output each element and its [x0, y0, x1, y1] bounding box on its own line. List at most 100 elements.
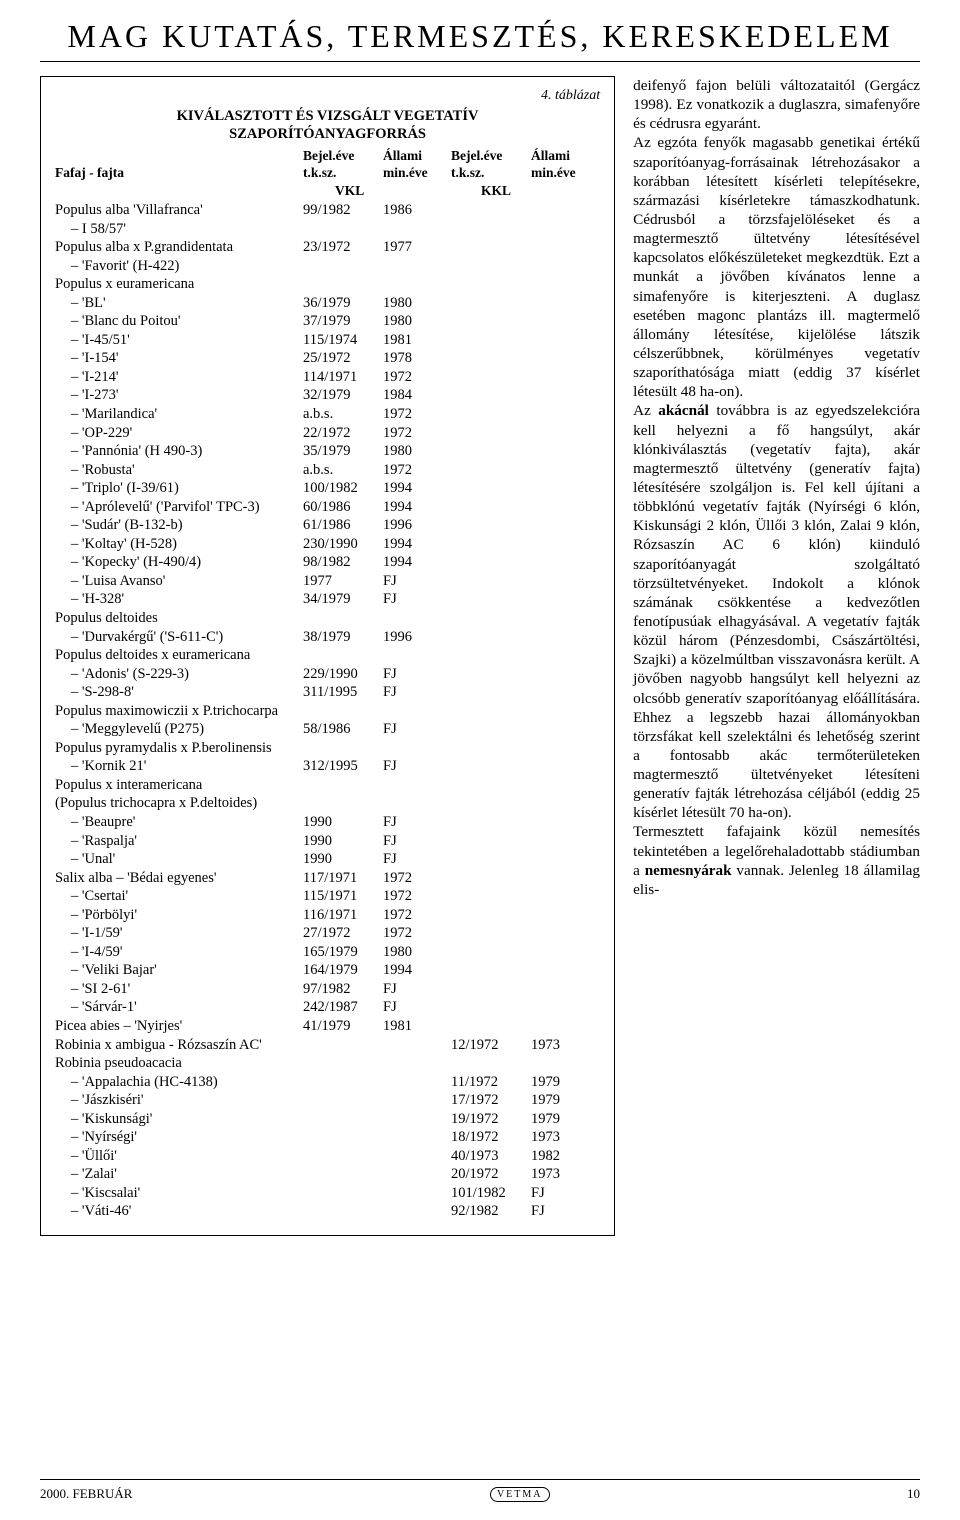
row-col-b: 1972 [383, 368, 451, 387]
page-title: MAG KUTATÁS, TERMESZTÉS, KERESKEDELEM [0, 0, 960, 61]
page-footer: 2000. FEBRUÁR VETMA 10 [40, 1479, 920, 1502]
row-col-a: 165/1979 [303, 943, 383, 962]
table-row: 'I-154'25/19721978 [55, 349, 600, 368]
row-col-a: 117/1971 [303, 869, 383, 888]
row-name: 'I-273' [55, 386, 303, 405]
row-col-b: 1972 [383, 461, 451, 480]
table-row: 'Nyírségi'18/19721973 [55, 1128, 600, 1147]
row-col-a: 230/1990 [303, 535, 383, 554]
row-name: 'Váti-46' [55, 1202, 303, 1221]
table-row: 'OP-229'22/19721972 [55, 424, 600, 443]
row-col-a: 38/1979 [303, 628, 383, 647]
table-row: 'Adonis' (S-229-3)229/1990FJ [55, 665, 600, 684]
row-name: 'I-214' [55, 368, 303, 387]
row-name: 'Nyírségi' [55, 1128, 303, 1147]
table-row: 'H-328'34/1979FJ [55, 590, 600, 609]
row-col-a: 1990 [303, 813, 383, 832]
row-col-a: 41/1979 [303, 1017, 383, 1036]
row-col-b: FJ [383, 998, 451, 1017]
row-name: 'I-1/59' [55, 924, 303, 943]
row-col-b: 1980 [383, 943, 451, 962]
table-row: 'S-298-8'311/1995FJ [55, 683, 600, 702]
row-col-a: 23/1972 [303, 238, 383, 257]
row-name: 'OP-229' [55, 424, 303, 443]
table-row: 'Triplo' (I-39/61)100/19821994 [55, 479, 600, 498]
row-col-a: 27/1972 [303, 924, 383, 943]
table-row: 'Kiskunsági'19/19721979 [55, 1110, 600, 1129]
row-name: Populus deltoides [55, 609, 303, 628]
hdr-mineve-2: min.éve [531, 164, 591, 181]
row-col-a: 100/1982 [303, 479, 383, 498]
row-col-a: 1990 [303, 832, 383, 851]
row-col-c: 19/1972 [451, 1110, 531, 1129]
hdr-bejel-2: Bejel.éve [451, 147, 531, 164]
row-col-a: 25/1972 [303, 349, 383, 368]
row-col-c: 12/1972 [451, 1036, 531, 1055]
row-col-a: 242/1987 [303, 998, 383, 1017]
row-name: 'I-45/51' [55, 331, 303, 350]
row-name: 'Durvakérgű' ('S-611-C') [55, 628, 303, 647]
row-col-a: 98/1982 [303, 553, 383, 572]
table-row: 'Jászkiséri' 17/19721979 [55, 1091, 600, 1110]
article-p3: Az akácnál továbbra is az egyedszelekció… [633, 401, 920, 822]
row-name: 'Jászkiséri' [55, 1091, 303, 1110]
row-name: Populus maximowiczii x P.trichocarpa [55, 702, 303, 721]
table-row: 'Favorit' (H-422) [55, 257, 600, 276]
row-col-c: 17/1972 [451, 1091, 531, 1110]
table-row: Populus alba x P.grandidentata23/1972197… [55, 238, 600, 257]
table-row: 'Luisa Avanso'1977FJ [55, 572, 600, 591]
row-col-a: 229/1990 [303, 665, 383, 684]
row-col-b: 1981 [383, 331, 451, 350]
row-col-b: FJ [383, 590, 451, 609]
article-p1: deifenyő fajon belüli változataitól (Ger… [633, 76, 920, 133]
row-col-b: 1996 [383, 516, 451, 535]
row-col-b: 1994 [383, 961, 451, 980]
row-col-a: 311/1995 [303, 683, 383, 702]
row-name: 'Robusta' [55, 461, 303, 480]
row-col-b: 1984 [383, 386, 451, 405]
row-col-b: 1980 [383, 442, 451, 461]
row-col-d: 1973 [531, 1165, 591, 1184]
row-col-b: 1981 [383, 1017, 451, 1036]
row-name: 'Sárvár-1' [55, 998, 303, 1017]
p3-post: továbbra is az egyedszelekcióra kell hel… [633, 402, 920, 821]
row-name: (Populus trichocapra x P.deltoides) [55, 794, 303, 813]
row-col-b: 1978 [383, 349, 451, 368]
row-name: 'Blanc du Poitou' [55, 312, 303, 331]
row-name: 'Zalai' [55, 1165, 303, 1184]
row-name: Populus pyramydalis x P.berolinensis [55, 739, 303, 758]
row-name: 'Kornik 21' [55, 757, 303, 776]
row-name: Robinia x ambigua - Rózsaszín AC' [55, 1036, 303, 1055]
row-col-a: 58/1986 [303, 720, 383, 739]
p3-bold: akácnál [658, 402, 709, 419]
row-name: 'H-328' [55, 590, 303, 609]
row-name: 'Luisa Avanso' [55, 572, 303, 591]
table-row: 'Sárvár-1'242/1987FJ [55, 998, 600, 1017]
row-name: 'Kiskunsági' [55, 1110, 303, 1129]
row-col-c: 11/1972 [451, 1073, 531, 1092]
row-col-b: 1972 [383, 887, 451, 906]
table-row: (Populus trichocapra x P.deltoides) [55, 794, 600, 813]
hdr-allami-1: Állami [383, 147, 451, 164]
row-col-c: 92/1982 [451, 1202, 531, 1221]
row-col-a: 36/1979 [303, 294, 383, 313]
row-name: 'Meggylevelű (P275) [55, 720, 303, 739]
table-row: I 58/57' [55, 220, 600, 239]
row-col-a: 99/1982 [303, 201, 383, 220]
row-col-b: 1980 [383, 294, 451, 313]
footer-date: 2000. FEBRUÁR [40, 1486, 132, 1502]
row-col-a: 37/1979 [303, 312, 383, 331]
row-col-d: 1979 [531, 1091, 591, 1110]
row-col-d: FJ [531, 1202, 591, 1221]
row-col-a: 164/1979 [303, 961, 383, 980]
row-name: 'I-4/59' [55, 943, 303, 962]
row-col-d: 1979 [531, 1073, 591, 1092]
title-rule [40, 61, 920, 62]
hdr-mineve-1: min.éve [383, 164, 451, 181]
table-row: 'I-45/51'115/19741981 [55, 331, 600, 350]
table-header-row3: VKL KKL [55, 182, 600, 199]
table-title-l2: SZAPORÍTÓANYAGFORRÁS [229, 126, 426, 142]
row-name: 'SI 2-61' [55, 980, 303, 999]
row-col-c: 40/1973 [451, 1147, 531, 1166]
table-header-row2: Fafaj - fajta t.k.sz. min.éve t.k.sz. mi… [55, 164, 600, 181]
